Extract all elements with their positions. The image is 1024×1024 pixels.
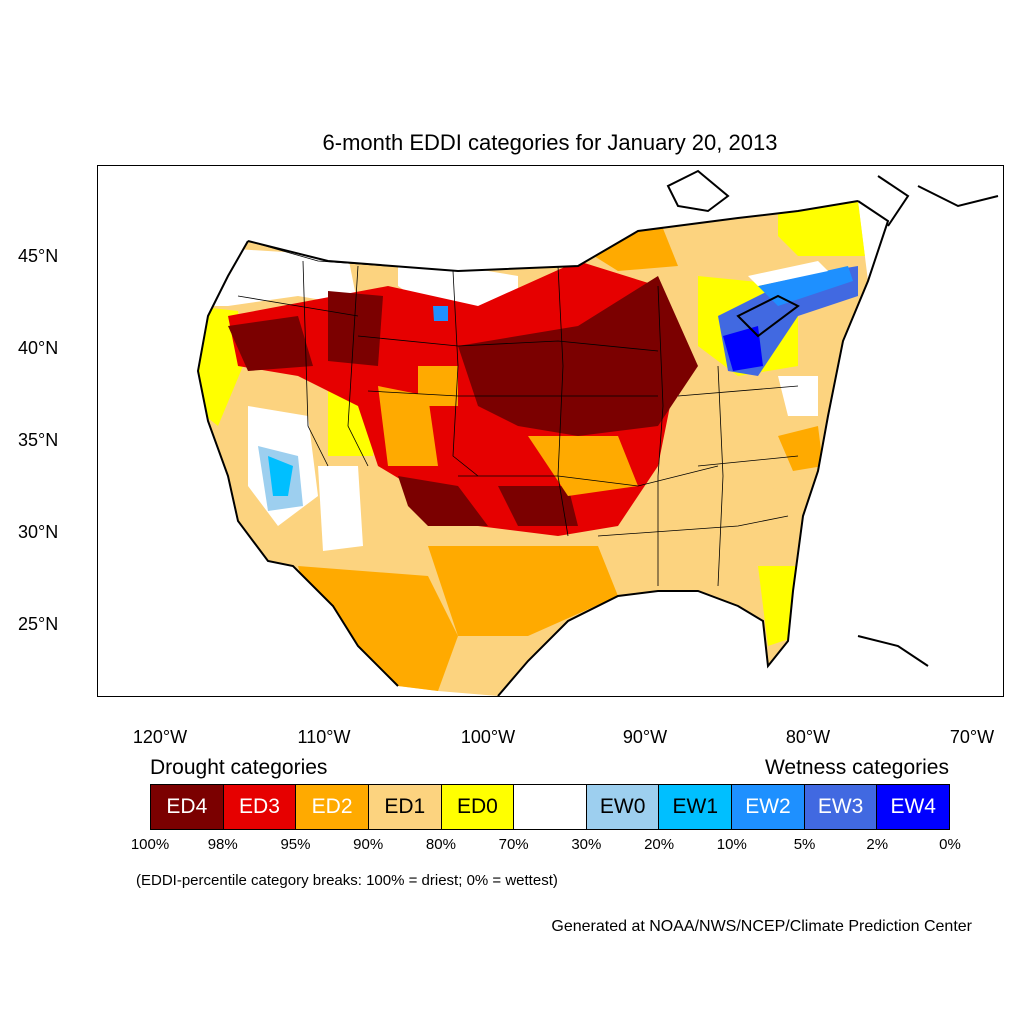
- eddi-map: [97, 165, 1004, 697]
- lat-label-35: 35°N: [18, 430, 59, 450]
- legend-break-label: 0%: [939, 836, 961, 853]
- legend-box-neutral: [514, 785, 587, 829]
- legend-break-label: 2%: [866, 836, 889, 853]
- lat-label-40: 40°N: [18, 338, 59, 358]
- legend-box-ed4: ED4: [151, 785, 224, 829]
- category-note: (EDDI-percentile category breaks: 100% =…: [136, 872, 558, 889]
- legend-box-ed2: ED2: [296, 785, 369, 829]
- legend-box-ew3: EW3: [804, 785, 878, 829]
- lat-label-25: 25°N: [18, 614, 59, 634]
- lon-label-90: 90°W: [622, 727, 668, 747]
- legend-box-ew0: EW0: [586, 785, 660, 829]
- drought-heading: Drought categories: [150, 756, 328, 779]
- lon-label-100: 100°W: [460, 727, 516, 747]
- legend-break-label: 30%: [571, 836, 602, 853]
- legend-box-ew2: EW2: [732, 785, 805, 829]
- legend-break-label: 70%: [498, 836, 529, 853]
- legend-box-ew1: EW1: [659, 785, 733, 829]
- credit-line: Generated at NOAA/NWS/NCEP/Climate Predi…: [551, 918, 972, 935]
- legend-break-label: 98%: [207, 836, 238, 853]
- legend-box-ed0: ED0: [441, 785, 515, 829]
- lon-label-70: 70°W: [949, 727, 995, 747]
- map-canvas: [196, 169, 999, 696]
- lon-label-110: 110°W: [297, 727, 351, 747]
- lat-label-30: 30°N: [18, 522, 59, 542]
- lat-label-45: 45°N: [18, 246, 59, 266]
- wetness-heading: Wetness categories: [764, 756, 949, 779]
- legend-break-label: 5%: [793, 836, 816, 853]
- legend-break-label: 95%: [280, 836, 311, 853]
- legend-box-ed3: ED3: [223, 785, 297, 829]
- lon-label-120: 120°W: [132, 727, 188, 747]
- legend-box-ed1: ED1: [368, 785, 442, 829]
- eddi-field: [198, 201, 868, 696]
- legend-colorbar: ED4 ED3 ED2 ED1 ED0 EW0 EW1 EW2 EW3 EW4: [150, 784, 950, 830]
- legend-break-label: 10%: [716, 836, 747, 853]
- state-boundaries: [237, 240, 799, 587]
- coastlines: [196, 169, 999, 696]
- legend-break-label: 20%: [644, 836, 675, 853]
- legend-break-label: 80%: [425, 836, 456, 853]
- legend-break-label: 100%: [130, 836, 170, 853]
- legend-break-label: 90%: [353, 836, 384, 853]
- legend-box-ew4: EW4: [877, 785, 950, 829]
- lon-label-80: 80°W: [785, 727, 831, 747]
- map-title: 6-month EDDI categories for January 20, …: [322, 130, 778, 155]
